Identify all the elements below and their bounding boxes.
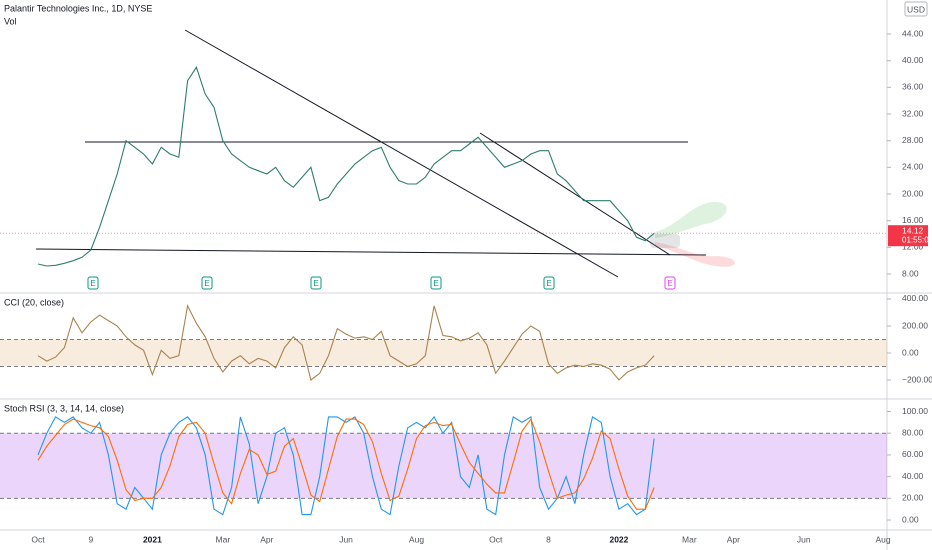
y-tick-label: 20.00	[902, 188, 924, 198]
y-tick-label: 28.00	[902, 135, 924, 145]
y-tick-label: 20.00	[902, 493, 924, 503]
chart-title: Palantir Technologies Inc., 1D, NYSE	[4, 3, 152, 13]
last-price-box	[888, 225, 928, 247]
x-tick-label: Apr	[727, 534, 740, 544]
y-tick-label: 40.00	[902, 471, 924, 481]
highlight	[650, 234, 680, 248]
projection-down	[655, 242, 735, 267]
x-tick-label: 2021	[143, 534, 162, 544]
x-tick-label: Mar	[216, 534, 231, 544]
x-tick-label: Apr	[260, 534, 273, 544]
band	[0, 433, 887, 499]
volume-label: Vol	[4, 16, 17, 26]
x-tick-label: Mar	[682, 534, 697, 544]
y-tick-label: 80.00	[902, 427, 924, 437]
y-tick-label: −200.00	[902, 374, 932, 384]
series-line	[37, 304, 655, 381]
series-line	[37, 415, 655, 516]
x-tick-label: Aug	[409, 534, 424, 544]
series-line	[37, 66, 655, 267]
trend-line	[479, 132, 671, 256]
earnings-marker	[87, 276, 99, 290]
y-tick-label: 100.00	[902, 406, 928, 416]
earnings-label: E	[90, 279, 95, 288]
earnings-label: E	[313, 279, 318, 288]
y-tick-label: 36.00	[902, 82, 924, 92]
projection-up	[655, 201, 727, 238]
x-tick-label: 8	[546, 534, 551, 544]
earnings-marker	[201, 276, 213, 290]
earnings-label: E	[433, 279, 438, 288]
y-tick-label: 40.00	[902, 55, 924, 65]
y-tick-label: 400.00	[902, 293, 928, 303]
earnings-marker	[664, 276, 676, 290]
trend-line	[184, 29, 619, 278]
currency: USD	[907, 4, 925, 14]
countdown: 01:55:08	[902, 235, 932, 244]
drawings	[35, 29, 707, 278]
x-tick-label: Jun	[339, 534, 353, 544]
series-line	[37, 417, 655, 510]
y-tick-label: 16.00	[902, 215, 924, 225]
y-tick-label: 32.00	[902, 108, 924, 118]
x-tick-label: Oct	[31, 534, 45, 544]
trend-line	[35, 248, 707, 256]
y-tick-label: 200.00	[902, 320, 928, 330]
earnings-marker	[430, 276, 442, 290]
earnings-marker	[310, 276, 322, 290]
y-tick-label: 44.00	[902, 28, 924, 38]
y-tick-label: 0.00	[902, 514, 919, 524]
y-tick-label: 0.00	[902, 347, 919, 357]
earnings-label: E	[204, 279, 209, 288]
earnings-marker	[543, 276, 555, 290]
x-tick-label: 9	[88, 534, 93, 544]
x-tick-label: Aug	[875, 534, 890, 544]
y-tick-label: 8.00	[902, 268, 919, 278]
x-tick-label: Oct	[489, 534, 503, 544]
y-tick-label: 12.00	[902, 242, 924, 252]
earnings-label: E	[546, 279, 551, 288]
x-tick-label: 2022	[609, 534, 628, 544]
earnings-label: E	[667, 279, 672, 288]
last-price: 14.12	[902, 225, 924, 235]
panel-title: Stoch RSI (3, 3, 14, 14, close)	[4, 403, 124, 413]
x-tick-label: Jun	[797, 534, 811, 544]
y-tick-label: 60.00	[902, 449, 924, 459]
currency-box	[904, 1, 928, 17]
y-tick-label: 24.00	[902, 162, 924, 172]
panel-title: CCI (20, close)	[4, 297, 64, 307]
